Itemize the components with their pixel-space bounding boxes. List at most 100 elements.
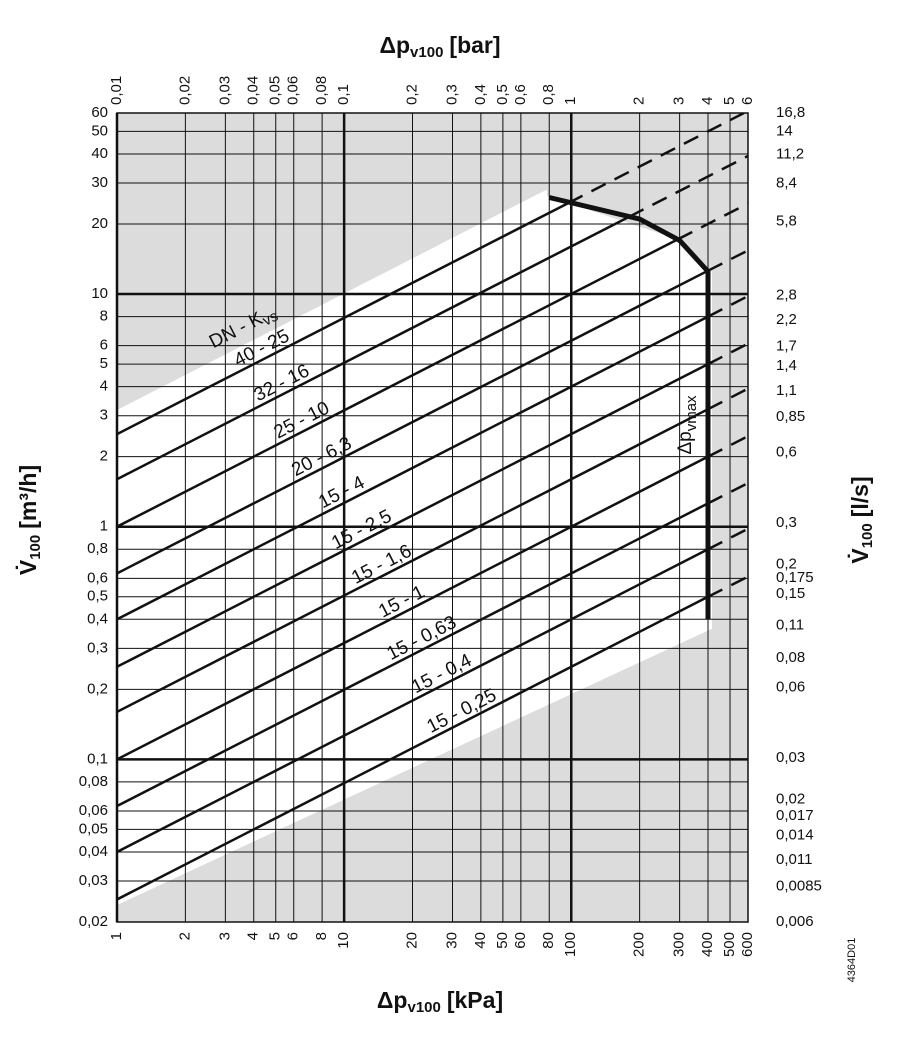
y2-tick-label: 8,4	[776, 175, 797, 192]
y-tick-label: 10	[91, 285, 108, 302]
x-tick-label: 80	[540, 932, 557, 949]
curves	[117, 113, 748, 901]
y2-tick-label: 0,11	[776, 617, 804, 634]
x2-tick-label: 0,3	[443, 84, 460, 105]
x-tick-label: 3	[216, 932, 233, 940]
y-tick-label: 30	[91, 174, 108, 191]
valve-line	[117, 201, 569, 436]
x-tick-label: 1	[108, 932, 125, 940]
y-tick-label: 0,4	[87, 610, 108, 627]
x-tick-label: 6	[285, 932, 302, 940]
vmax-label: Δpvmax	[675, 395, 700, 455]
y-tick-label: 0,04	[79, 843, 108, 860]
y2-tick-label: 11,2	[776, 145, 804, 162]
plot-frame	[116, 112, 749, 923]
y-tick-label: 20	[91, 215, 108, 232]
y2-tick-label: 0,08	[776, 649, 805, 666]
y2-tick-label: 0,2	[776, 556, 797, 573]
y2-tick-label: 1,4	[776, 357, 797, 374]
y-tick-label: 1	[100, 518, 108, 535]
y-tick-label: 0,08	[79, 773, 108, 790]
y-tick-label: 4	[100, 378, 108, 395]
y2-tick-label: 1,7	[776, 337, 797, 354]
valve-line	[117, 238, 679, 528]
x-tick-label: 10	[335, 932, 352, 949]
x-axis-title: Δpv100 [kPa]	[377, 987, 503, 1016]
vmax-label-main: Δp	[675, 431, 696, 454]
x2-tick-label: 0,06	[285, 76, 302, 105]
x-tick-label: 200	[631, 932, 648, 957]
valve-line	[117, 269, 709, 575]
valve-line	[117, 595, 709, 901]
y-tick-label: 0,06	[79, 802, 108, 819]
valve-line	[567, 113, 745, 205]
shaded-region	[117, 113, 612, 410]
y-tick-label: 0,3	[87, 639, 108, 656]
x2-tick-label: 0,03	[216, 76, 233, 105]
y2-tick-label: 0,006	[776, 913, 814, 930]
x-tick-label: 40	[472, 932, 489, 949]
y-axis-title: V̇100[m³/h]	[15, 465, 44, 575]
series-label: 15 - 4	[315, 472, 368, 513]
y-tick-label: 60	[91, 104, 108, 121]
valve-line	[628, 154, 748, 218]
valve-line	[707, 342, 748, 366]
x-tick-label: 400	[699, 932, 716, 957]
figure-id: 4364D01	[846, 938, 858, 983]
valve-line	[117, 215, 630, 481]
valve-line	[117, 408, 709, 713]
x2-tick-label: 0,05	[267, 76, 284, 105]
y-tick-label: 0,2	[87, 680, 108, 697]
y-tick-label: 0,03	[79, 872, 108, 889]
x-tick-label: 500	[721, 932, 738, 957]
y2-tick-label: 0,85	[776, 408, 805, 425]
y-tick-label: 6	[100, 337, 108, 354]
x2-tick-label: 2	[631, 97, 648, 105]
y2-tick-label: 2,8	[776, 287, 797, 304]
x-tick-label: 8	[313, 932, 330, 940]
y2-tick-label: 5,8	[776, 212, 797, 229]
valve-line	[707, 575, 748, 598]
valve-line	[677, 202, 748, 241]
y2-tick-label: 0,6	[776, 444, 797, 461]
x2-tick-label: 0,5	[494, 84, 511, 105]
y-tick-label: 40	[91, 145, 108, 162]
series-label: 15 - 0,25	[424, 685, 500, 738]
x2-tick-label: 4	[699, 97, 716, 105]
x-tick-label: 2	[176, 932, 193, 940]
y2-tick-label: 16,8	[776, 104, 805, 121]
x-tick-label: 20	[403, 932, 420, 949]
x-tick-label: 5	[267, 932, 284, 940]
y-tick-label: 50	[91, 122, 108, 139]
valve-line	[117, 362, 709, 668]
valve-line	[117, 315, 709, 621]
valve-line	[707, 527, 748, 551]
series-label: 32 - 16	[251, 360, 313, 406]
valve-line	[707, 387, 748, 411]
x-tick-label: 600	[739, 932, 756, 957]
y-tick-label: 0,6	[87, 569, 108, 586]
x-tick-label: 60	[512, 932, 529, 949]
valve-line	[707, 249, 748, 272]
x-tick-label: 50	[494, 932, 511, 949]
x2-tick-label: 0,6	[512, 84, 529, 105]
x2-tick-label: 6	[739, 97, 756, 105]
y-tick-label: 0,1	[87, 750, 108, 767]
y2-axis-title: V̇100[l/s]	[847, 476, 876, 563]
y2-tick-label: 0,017	[776, 807, 814, 824]
y2-tick-label: 0,0085	[776, 877, 822, 894]
shaded-regions	[117, 113, 748, 922]
x2-tick-label: 0,2	[403, 84, 420, 105]
y-tick-label: 0,8	[87, 540, 108, 557]
valve-line	[117, 548, 709, 854]
x2-tick-label: 3	[671, 97, 688, 105]
series-label: 25 - 10	[271, 398, 333, 444]
vmax-curve	[548, 195, 711, 620]
y-tick-label: 8	[100, 308, 108, 325]
y-tick-label: 3	[100, 407, 108, 424]
y-tick-label: 2	[100, 448, 108, 465]
series-label: 15 - 1	[375, 582, 428, 623]
x2-tick-label: 0,1	[335, 84, 352, 105]
y2-tick-label: 0,06	[776, 678, 805, 695]
